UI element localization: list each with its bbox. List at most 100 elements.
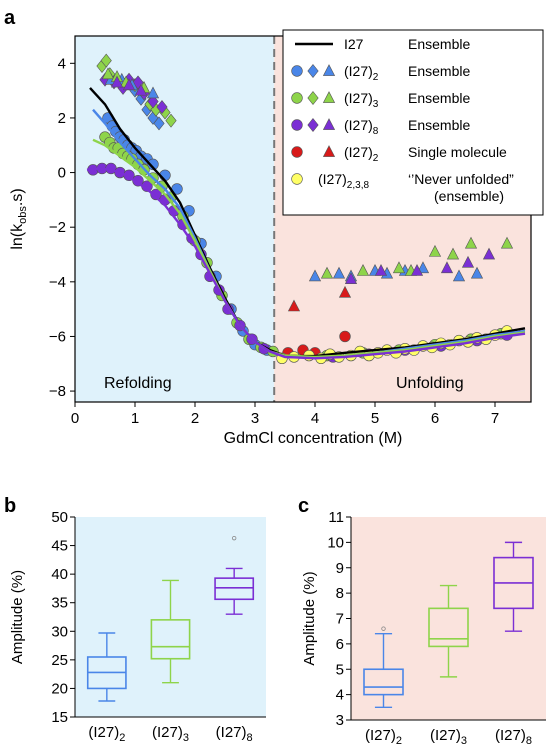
data-point-diamond: [132, 75, 144, 90]
y-label-tail: .s): [9, 188, 26, 206]
category-label-subscript: 8: [247, 732, 253, 744]
box-1: [363, 626, 404, 709]
box-3: [493, 541, 534, 632]
y-tick-label: 3: [336, 712, 344, 729]
data-point-triangle: [308, 269, 322, 282]
x-tick-label: 4: [311, 410, 319, 427]
outlier-point: [231, 535, 237, 541]
y-label-subscript: obs: [17, 206, 29, 224]
y-tick-label: 25: [51, 652, 68, 669]
legend-name-main: I27: [344, 36, 364, 52]
data-point-diamond: [100, 53, 112, 68]
panel-c-background: [351, 517, 546, 720]
data-point-triangle: [320, 266, 334, 279]
y-tick-label: 45: [51, 538, 68, 555]
category-label: (I27)3: [152, 724, 189, 744]
legend-series-name: (I27)3: [344, 90, 379, 110]
data-point-circle: [147, 158, 159, 171]
legend-description: Single molecule: [408, 144, 507, 160]
category-label-subscript: 2: [396, 735, 402, 747]
x-tick-label: 0: [71, 410, 79, 427]
legend-name-main: (I27): [344, 90, 373, 106]
legend-triangle-swatch: [322, 118, 336, 130]
x-tick-label: 7: [491, 410, 499, 427]
outlier-point: [381, 626, 386, 631]
data-point-triangle: [482, 247, 496, 260]
legend-name-subscript: 2: [373, 153, 379, 164]
legend-description: Ensemble: [408, 63, 470, 79]
panel-a: a 0 1 2 3 4 5 6 7 −8 −6 −4 −2 0 2 4 GdmCl concentratio…: [4, 7, 544, 447]
data-point-diamond: [147, 94, 159, 109]
data-point-diamond: [153, 116, 165, 131]
legend-triangle-swatch: [322, 91, 336, 103]
panel-a-x-axis-label: GdmCl concentration (M): [224, 430, 403, 447]
data-point-triangle: [146, 86, 160, 99]
legend-description: Ensemble: [408, 90, 470, 106]
data-point-triangle: [338, 285, 352, 298]
legend-name-subscript: 8: [373, 126, 379, 137]
data-point-triangle: [461, 255, 475, 268]
legend-box: [282, 29, 544, 216]
fit-curve-line: [86, 167, 526, 360]
legend-series-name: (I27)2: [344, 144, 379, 164]
legend-circle-swatch: [291, 173, 303, 185]
legend-entry: (I27)3 Ensemble: [291, 90, 470, 110]
data-point-triangle: [470, 266, 484, 279]
data-point-diamond: [165, 113, 177, 128]
category-label: (I27)2: [365, 727, 402, 747]
y-tick-label: 15: [51, 709, 68, 726]
data-point-triangle: [356, 264, 370, 276]
legend-series-name: I27: [344, 36, 364, 52]
data-point-triangle: [440, 261, 454, 274]
interquartile-box: [214, 577, 255, 601]
y-tick-label: 5: [336, 661, 344, 678]
panel-a-data: [86, 53, 526, 364]
legend-diamond-swatch: [307, 64, 319, 78]
box-2: [428, 584, 469, 678]
data-point-triangle: [392, 261, 406, 274]
y-tick-label: 9: [336, 560, 344, 577]
box-2: [150, 579, 191, 684]
panel-b-y-axis-label: Amplitude (%): [9, 570, 26, 664]
y-tick-label: 6: [336, 636, 344, 653]
category-label: (I27)3: [430, 727, 467, 747]
legend-description-line2: (ensemble): [434, 188, 504, 204]
interquartile-box: [363, 668, 404, 696]
y-tick-label: 50: [51, 509, 68, 526]
legend-entry: (I27)2,3,8 ‘’Never unfolded”(ensemble): [291, 171, 514, 204]
legend-name-subscript: 3: [373, 99, 379, 110]
data-point-triangle: [500, 236, 514, 249]
panel-a-label: a: [4, 7, 16, 29]
panel-b-label: b: [4, 495, 16, 517]
category-label: (I27)8: [216, 724, 253, 744]
legend-circle-swatch: [291, 119, 303, 131]
panel-a-axes: 0 1 2 3 4 5 6 7 −8 −6 −4 −2 0 2 4: [49, 55, 499, 427]
legend-description: Ensemble: [408, 36, 470, 52]
data-point-triangle: [110, 75, 124, 88]
data-point-triangle: [287, 299, 301, 312]
panel-c-label: c: [298, 495, 309, 517]
panel-a-y-axis-label: ln(kobs.s): [9, 188, 29, 249]
legend-entry: I27 Ensemble: [295, 36, 470, 52]
legend-series-name: (I27)8: [344, 117, 379, 137]
category-label: (I27)8: [495, 727, 532, 747]
x-tick-label: 3: [251, 410, 259, 427]
legend-circle-swatch: [291, 65, 303, 77]
legend-circle-swatch: [291, 146, 303, 158]
legend-diamond-swatch: [307, 91, 319, 105]
legend-name-main: (I27): [318, 171, 347, 187]
x-tick-label: 1: [131, 410, 139, 427]
legend-series-name: (I27)2: [344, 63, 379, 83]
y-tick-label: 11: [328, 509, 344, 526]
box-1: [86, 632, 127, 702]
data-point-triangle: [122, 78, 136, 91]
data-point-circle: [339, 330, 351, 343]
box-3: [214, 535, 255, 615]
legend-triangle-swatch: [322, 145, 336, 157]
category-label-subscript: 3: [461, 735, 467, 747]
category-label-main: (I27): [365, 727, 396, 744]
y-tick-label: −4: [49, 274, 66, 291]
category-label-main: (I27): [152, 724, 183, 741]
